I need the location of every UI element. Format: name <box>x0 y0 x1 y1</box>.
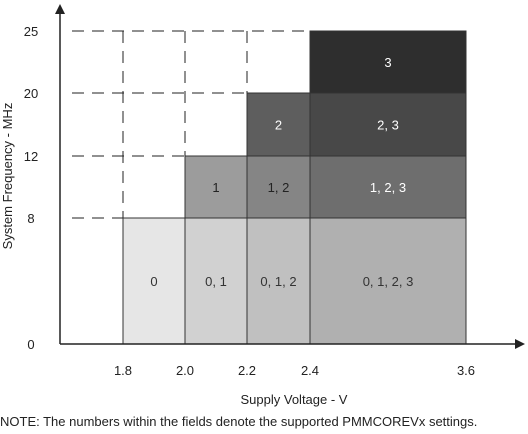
region-label: 1, 2, 3 <box>370 180 406 195</box>
region-cell <box>309 217 467 345</box>
region-label: 0 <box>150 274 157 289</box>
region-label: 1 <box>212 180 219 195</box>
chart-svg: 0 0, 1 0, 1, 2 0, 1, 2, 3 1 1, 2 1, 2, 3 2 2, 3 3… <box>0 4 525 407</box>
region-label: 1, 2 <box>268 180 290 195</box>
region-label: 2 <box>275 118 282 133</box>
x-axis-title: Supply Voltage - V <box>241 392 348 407</box>
region-label: 3 <box>384 55 391 70</box>
region-cell <box>184 217 248 345</box>
region-cell <box>246 92 311 157</box>
y-tick-label: 12 <box>24 149 38 164</box>
region-cell <box>309 155 467 219</box>
region-label: 0, 1, 2 <box>260 274 296 289</box>
region-cell <box>246 155 311 219</box>
region-cell <box>122 217 186 345</box>
region-cell <box>309 30 467 94</box>
y-tick-label: 25 <box>24 24 38 39</box>
regions-layer <box>122 30 467 345</box>
guides-layer <box>72 30 310 219</box>
region-label: 2, 3 <box>377 118 399 133</box>
footnote: NOTE: The numbers within the fields deno… <box>0 414 478 429</box>
y-axis-arrow <box>55 4 65 14</box>
x-axis-arrow <box>515 339 525 349</box>
x-tick-label: 2.0 <box>176 363 194 378</box>
y-tick-label: 20 <box>24 86 38 101</box>
region-label: 0, 1 <box>205 274 227 289</box>
y-axis-title: System Frequency - MHz <box>0 103 15 250</box>
x-tick-label: 2.4 <box>301 363 319 378</box>
labels-layer: 0 0, 1 0, 1, 2 0, 1, 2, 3 1 1, 2 1, 2, 3 2 2, 3 3… <box>0 24 475 407</box>
x-tick-label: 3.6 <box>457 363 475 378</box>
x-tick-label: 2.2 <box>238 363 256 378</box>
region-cell <box>309 92 467 157</box>
x-tick-label: 1.8 <box>114 363 132 378</box>
region-label: 0, 1, 2, 3 <box>363 274 414 289</box>
y-tick-label: 8 <box>27 211 34 226</box>
y-tick-label: 0 <box>27 337 34 352</box>
region-cell <box>184 155 248 219</box>
axes-layer <box>55 4 525 349</box>
